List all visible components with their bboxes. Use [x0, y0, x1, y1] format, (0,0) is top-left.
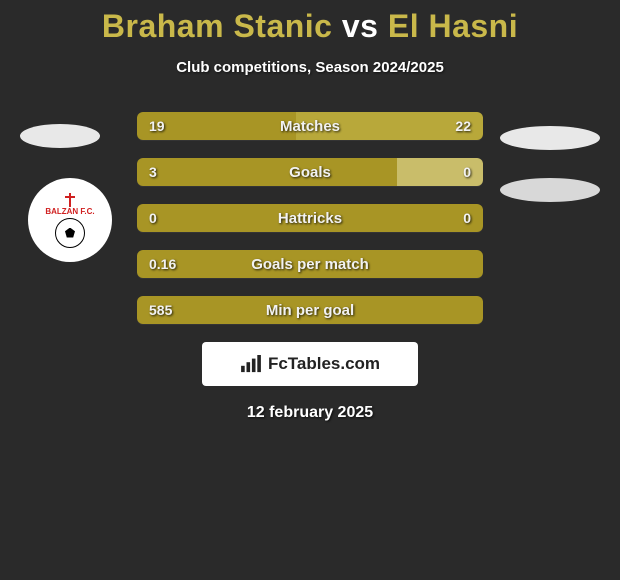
source-badge: FcTables.com — [202, 342, 418, 386]
bar-left-value: 3 — [149, 158, 157, 186]
bar-chart-icon — [240, 355, 262, 373]
bar-left-segment — [137, 158, 397, 186]
club-cross-icon — [65, 193, 75, 207]
bar-left-segment — [137, 204, 310, 232]
bar-left-segment — [137, 250, 483, 278]
player1-avatar-placeholder — [20, 124, 100, 148]
vs-label: vs — [342, 8, 379, 44]
bar-left-value: 19 — [149, 112, 165, 140]
bar-left-value: 585 — [149, 296, 172, 324]
stats-bars: 1922Matches30Goals00Hattricks0.16Goals p… — [137, 112, 483, 324]
soccer-ball-icon — [55, 218, 85, 248]
bar-left-value: 0 — [149, 204, 157, 232]
bar-right-value: 22 — [455, 112, 471, 140]
club-badge-inner: BALZAN F.C. — [45, 193, 94, 248]
comparison-widget: Braham Stanic vs El Hasni Club competiti… — [0, 0, 620, 422]
player1-name: Braham Stanic — [102, 8, 333, 44]
stat-bar: 0.16Goals per match — [137, 250, 483, 278]
subtitle: Club competitions, Season 2024/2025 — [0, 59, 620, 76]
bar-left-value: 0.16 — [149, 250, 176, 278]
date-label: 12 february 2025 — [0, 404, 620, 422]
bar-right-segment — [310, 204, 483, 232]
stat-bar: 1922Matches — [137, 112, 483, 140]
player2-avatar-placeholder — [500, 126, 600, 150]
player2-club-placeholder — [500, 178, 600, 202]
bar-left-segment — [137, 296, 483, 324]
source-label: FcTables.com — [268, 354, 380, 374]
page-title: Braham Stanic vs El Hasni — [0, 0, 620, 45]
stat-bar: 30Goals — [137, 158, 483, 186]
player2-name: El Hasni — [388, 8, 518, 44]
club-badge-label: BALZAN F.C. — [45, 207, 94, 216]
stat-bar: 00Hattricks — [137, 204, 483, 232]
bar-right-value: 0 — [463, 158, 471, 186]
bar-right-value: 0 — [463, 204, 471, 232]
stat-bar: 585Min per goal — [137, 296, 483, 324]
player1-club-badge: BALZAN F.C. — [28, 178, 112, 262]
